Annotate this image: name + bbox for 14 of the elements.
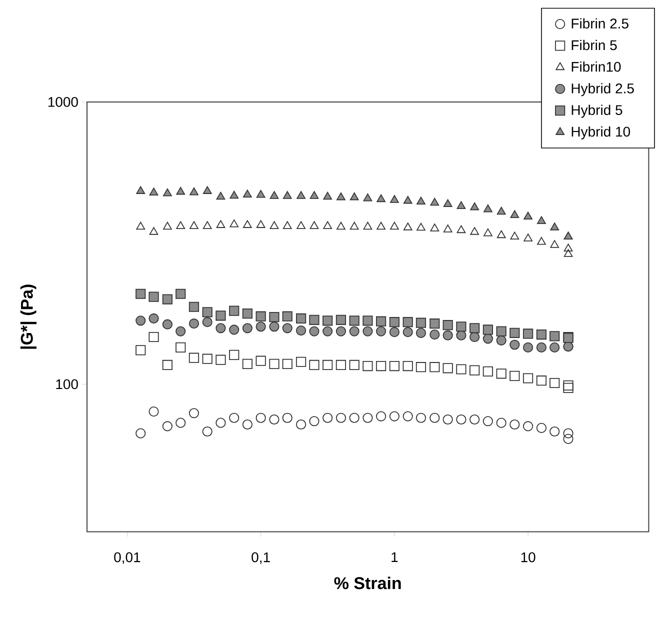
y-tick-label: 1000	[48, 97, 78, 107]
legend-label: Fibrin 5	[572, 40, 617, 50]
legend-label: Hybrid 2.5	[572, 83, 634, 96]
x-tick-label: 10	[521, 552, 536, 562]
legend-label: Fibrin10	[572, 62, 621, 72]
x-tick-label: 0,01	[114, 552, 140, 564]
y-axis-title: |G*| (Pa)	[20, 284, 36, 349]
legend-label: Hybrid 10	[572, 126, 630, 140]
x-tick-label: 0,1	[252, 552, 270, 564]
legend-label: Fibrin 2.5	[572, 18, 628, 29]
y-tick-label: 100	[56, 379, 78, 390]
x-axis-title: % Strain	[334, 576, 401, 590]
legend-label: Hybrid 5	[572, 104, 622, 118]
x-tick-label: 1	[392, 552, 398, 562]
